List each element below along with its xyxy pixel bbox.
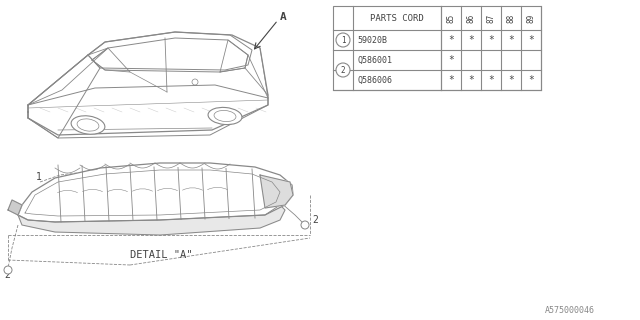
Text: A575000046: A575000046: [545, 306, 595, 315]
Text: *: *: [488, 75, 494, 85]
Circle shape: [301, 221, 309, 229]
Text: 89: 89: [527, 13, 536, 23]
Circle shape: [192, 79, 198, 85]
Ellipse shape: [208, 108, 242, 124]
Polygon shape: [28, 85, 268, 138]
Polygon shape: [8, 200, 22, 215]
Text: *: *: [448, 35, 454, 45]
Text: 1: 1: [36, 172, 42, 182]
Text: 59020B: 59020B: [357, 36, 387, 44]
Text: A: A: [280, 12, 287, 22]
Text: *: *: [528, 75, 534, 85]
Text: *: *: [468, 35, 474, 45]
Text: Q586006: Q586006: [357, 76, 392, 84]
Text: *: *: [448, 55, 454, 65]
Circle shape: [4, 266, 12, 274]
Text: 86: 86: [467, 13, 476, 23]
Text: 2: 2: [340, 66, 346, 75]
Text: PARTS CORD: PARTS CORD: [370, 13, 424, 22]
Text: 1: 1: [340, 36, 346, 44]
Text: *: *: [448, 75, 454, 85]
Text: *: *: [508, 35, 514, 45]
Ellipse shape: [214, 110, 236, 122]
Circle shape: [336, 33, 350, 47]
Text: 88: 88: [506, 13, 515, 23]
Text: DETAIL "A": DETAIL "A": [130, 250, 193, 260]
Text: Q586001: Q586001: [357, 55, 392, 65]
Polygon shape: [260, 175, 293, 208]
Text: *: *: [488, 35, 494, 45]
Text: 2: 2: [312, 215, 318, 225]
Text: *: *: [528, 35, 534, 45]
Bar: [333, 6, 541, 90]
Text: 85: 85: [447, 13, 456, 23]
Text: 87: 87: [486, 13, 495, 23]
Text: 2: 2: [4, 270, 10, 280]
Polygon shape: [28, 55, 100, 138]
Ellipse shape: [71, 116, 105, 134]
Polygon shape: [18, 205, 285, 235]
Text: *: *: [468, 75, 474, 85]
Circle shape: [336, 63, 350, 77]
Ellipse shape: [77, 119, 99, 131]
Polygon shape: [18, 163, 293, 222]
Polygon shape: [28, 32, 268, 135]
Polygon shape: [88, 32, 252, 70]
Text: *: *: [508, 75, 514, 85]
